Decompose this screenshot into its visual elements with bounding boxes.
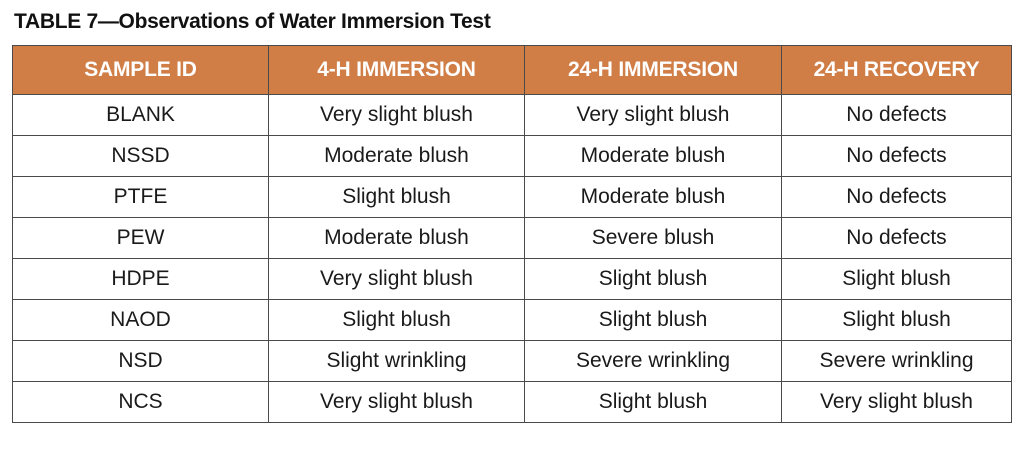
cell-24h-recovery: Very slight blush <box>781 381 1012 423</box>
table-caption: TABLE 7—Observations of Water Immersion … <box>14 10 491 33</box>
table-row: NCS Very slight blush Slight blush Very … <box>12 381 1012 423</box>
header-24h-immersion: 24-H IMMERSION <box>524 45 782 95</box>
cell-4h-immersion: Slight blush <box>268 299 525 341</box>
cell-sample-id: PEW <box>12 217 269 259</box>
cell-24h-recovery: Severe wrinkling <box>781 340 1012 382</box>
table-row: NAOD Slight blush Slight blush Slight bl… <box>12 299 1012 341</box>
cell-sample-id: NAOD <box>12 299 269 341</box>
cell-24h-recovery: No defects <box>781 176 1012 218</box>
header-24h-recovery: 24-H RECOVERY <box>781 45 1012 95</box>
cell-sample-id: NSSD <box>12 135 269 177</box>
cell-4h-immersion: Moderate blush <box>268 135 525 177</box>
table-row: NSSD Moderate blush Moderate blush No de… <box>12 135 1012 177</box>
cell-4h-immersion: Slight wrinkling <box>268 340 525 382</box>
cell-sample-id: NCS <box>12 381 269 423</box>
cell-sample-id: HDPE <box>12 258 269 300</box>
cell-24h-immersion: Slight blush <box>524 299 782 341</box>
header-row: SAMPLE ID 4-H IMMERSION 24-H IMMERSION 2… <box>12 45 1012 95</box>
header-sample-id: SAMPLE ID <box>12 45 269 95</box>
cell-24h-immersion: Moderate blush <box>524 135 782 177</box>
cell-24h-recovery: Slight blush <box>781 299 1012 341</box>
cell-sample-id: PTFE <box>12 176 269 218</box>
observations-table: SAMPLE ID 4-H IMMERSION 24-H IMMERSION 2… <box>12 45 1012 423</box>
table-row: PTFE Slight blush Moderate blush No defe… <box>12 176 1012 218</box>
cell-24h-immersion: Slight blush <box>524 258 782 300</box>
table-row: HDPE Very slight blush Slight blush Slig… <box>12 258 1012 300</box>
cell-24h-immersion: Slight blush <box>524 381 782 423</box>
cell-4h-immersion: Very slight blush <box>268 381 525 423</box>
cell-sample-id: BLANK <box>12 94 269 136</box>
cell-24h-immersion: Severe wrinkling <box>524 340 782 382</box>
header-4h-immersion: 4-H IMMERSION <box>268 45 525 95</box>
cell-4h-immersion: Moderate blush <box>268 217 525 259</box>
table-row: BLANK Very slight blush Very slight blus… <box>12 94 1012 136</box>
cell-24h-recovery: No defects <box>781 217 1012 259</box>
cell-24h-recovery: Slight blush <box>781 258 1012 300</box>
table-row: PEW Moderate blush Severe blush No defec… <box>12 217 1012 259</box>
cell-24h-immersion: Severe blush <box>524 217 782 259</box>
cell-24h-immersion: Very slight blush <box>524 94 782 136</box>
table-row: NSD Slight wrinkling Severe wrinkling Se… <box>12 340 1012 382</box>
cell-4h-immersion: Slight blush <box>268 176 525 218</box>
cell-24h-recovery: No defects <box>781 94 1012 136</box>
cell-4h-immersion: Very slight blush <box>268 258 525 300</box>
cell-24h-immersion: Moderate blush <box>524 176 782 218</box>
cell-24h-recovery: No defects <box>781 135 1012 177</box>
cell-sample-id: NSD <box>12 340 269 382</box>
cell-4h-immersion: Very slight blush <box>268 94 525 136</box>
